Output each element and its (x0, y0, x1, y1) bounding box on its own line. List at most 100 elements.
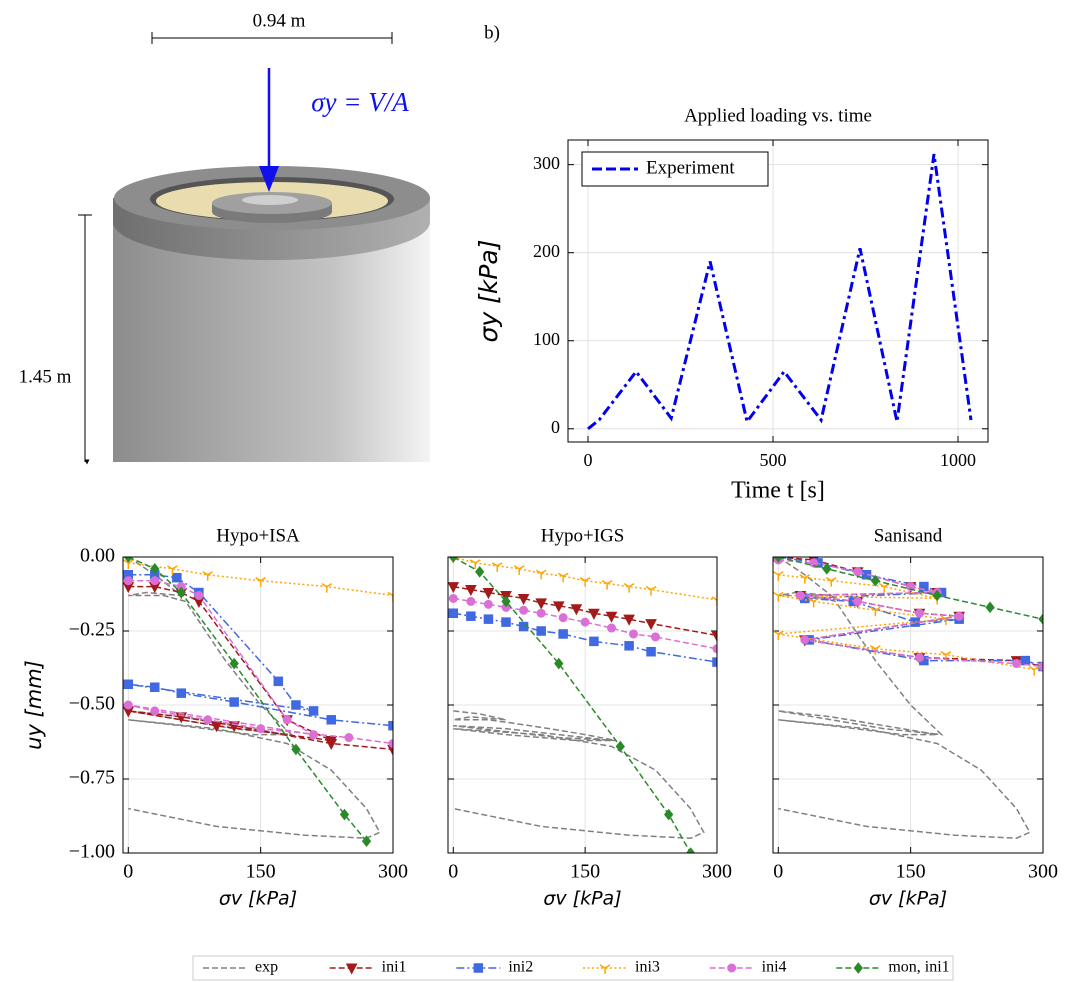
marker (517, 593, 530, 606)
marker (167, 565, 178, 575)
marker (172, 572, 182, 583)
series-line (587, 153, 973, 430)
plot-frame (567, 139, 989, 443)
marker (579, 577, 591, 587)
marker (202, 571, 214, 581)
height-label: 1.45 m (19, 366, 72, 387)
marker (809, 558, 819, 568)
x-axis-label: σv [kPa] (869, 888, 947, 910)
plate-hub (242, 195, 298, 205)
marker (773, 630, 784, 640)
chart-title: Hypo+IGS (541, 525, 625, 546)
marker (150, 563, 160, 575)
series-group (448, 557, 717, 853)
chart-title: Applied loading vs. time (684, 105, 872, 126)
marker (536, 608, 546, 618)
legend: exp ini1 ini2 ini3 ini4 mon, ini1 (192, 955, 954, 981)
x-axis-label: σv [kPa] (543, 888, 621, 910)
marker (628, 629, 638, 639)
x-tick-label: 0 (123, 861, 133, 883)
plot-frame (447, 556, 718, 854)
legend-box (192, 955, 954, 981)
marker (519, 605, 529, 615)
cylinder-illustration: 0.94 m 1.45 m σy = V/A b) (19, 10, 500, 465)
legend-label: ini3 (635, 959, 660, 976)
y-tick-label: 300 (533, 153, 560, 173)
marker (853, 567, 863, 577)
marker (552, 601, 565, 613)
load-label: σy = V/A (311, 87, 409, 117)
marker (589, 636, 599, 647)
marker (914, 608, 924, 618)
marker (869, 606, 881, 617)
marker (176, 586, 186, 599)
series-line (128, 585, 393, 751)
load-arrowhead (259, 166, 279, 192)
x-tick-label: 150 (570, 861, 600, 883)
series-line (453, 710, 705, 839)
marker (1012, 659, 1022, 669)
marker (599, 964, 611, 974)
x-tick-label: 500 (760, 450, 787, 470)
marker (1038, 662, 1043, 672)
x-tick-label: 300 (1028, 861, 1058, 883)
marker (773, 571, 784, 581)
marker (448, 557, 458, 563)
legend-label: exp (255, 959, 278, 976)
marker (557, 572, 569, 583)
series-line (127, 557, 381, 839)
marker (176, 688, 186, 698)
x-tick-label: 1000 (940, 450, 976, 470)
marker (535, 598, 548, 610)
marker (919, 581, 929, 592)
panel-label: b) (484, 22, 500, 43)
marker (388, 738, 393, 748)
plot: 0 500 1000 0 100 200 300 Applied loading vs. ti… (474, 105, 989, 504)
x-tick-label: 300 (702, 861, 732, 883)
marker (605, 611, 618, 623)
marker (513, 565, 525, 575)
marker (869, 645, 881, 655)
x-axis-label: Time t [s] (731, 478, 825, 504)
plot: 0 150 300 Hypo+IGS σv [kPa] (447, 525, 732, 910)
marker (558, 613, 568, 623)
marker (664, 808, 674, 821)
marker (475, 565, 485, 578)
marker (123, 679, 134, 690)
marker (536, 626, 546, 636)
marker (491, 562, 503, 572)
y-tick-label: 0 (551, 417, 560, 437)
marker (624, 641, 634, 651)
marker (501, 595, 511, 608)
marker (558, 629, 568, 639)
marker (712, 657, 717, 667)
y-tick-label: −0.50 (69, 693, 115, 715)
marker (685, 847, 696, 853)
marker (150, 706, 160, 716)
marker (308, 706, 319, 716)
y-tick-label: −1.00 (69, 841, 115, 863)
series-line (128, 579, 393, 745)
y-tick-label: 100 (533, 329, 560, 349)
marker (645, 585, 657, 596)
marker (448, 582, 460, 594)
plot: 0 150 300 Sanisand σv [kPa] (772, 525, 1058, 910)
x-tick-label: 0 (583, 450, 592, 470)
chart-title: Sanisand (874, 525, 943, 546)
series-group (587, 153, 973, 430)
plot-frame (122, 556, 394, 854)
marker (906, 582, 916, 592)
marker (273, 676, 284, 687)
marker (387, 591, 393, 602)
marker (448, 608, 459, 618)
x-tick-label: 0 (773, 861, 783, 883)
chart-title: Hypo+ISA (216, 525, 300, 546)
marker (466, 611, 476, 621)
y-tick-label: −0.75 (69, 767, 115, 789)
marker (853, 596, 863, 606)
series-line (778, 557, 1043, 620)
marker (1020, 655, 1031, 666)
series-line (453, 557, 717, 601)
marker (150, 682, 160, 692)
y-tick-label: −0.25 (69, 619, 115, 641)
